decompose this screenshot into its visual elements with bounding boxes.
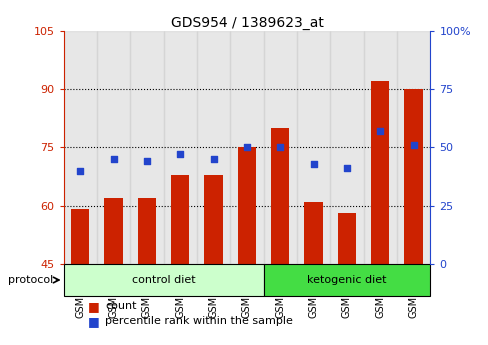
Bar [296,31,329,264]
Bar [204,175,223,264]
Bar [396,31,429,264]
Bar [337,213,355,264]
Bar [329,31,363,264]
Point [343,166,350,171]
Point [176,151,184,157]
Text: protocol: protocol [8,275,54,285]
Text: percentile rank within the sample: percentile rank within the sample [105,316,292,326]
Bar [370,81,388,264]
Bar [71,209,89,264]
Bar [263,264,429,296]
Bar [63,264,263,296]
Bar [63,31,97,264]
Point [243,145,250,150]
Point [276,145,284,150]
Title: GDS954 / 1389623_at: GDS954 / 1389623_at [170,16,323,30]
Text: ketogenic diet: ketogenic diet [306,275,386,285]
Bar [97,31,130,264]
Point [209,156,217,162]
Bar [363,31,396,264]
Point [109,156,117,162]
Bar [230,31,263,264]
Text: ■: ■ [88,315,100,328]
Bar [197,31,230,264]
Point [376,128,384,134]
Bar [304,202,322,264]
Point [142,159,150,164]
Text: count: count [105,301,136,311]
Point [309,161,317,166]
Bar [138,198,156,264]
Text: control diet: control diet [131,275,195,285]
Text: ■: ■ [88,299,100,313]
Bar [263,31,296,264]
Bar [130,31,163,264]
Bar [404,89,422,264]
Bar [163,31,197,264]
Bar [270,128,289,264]
Point [409,142,417,148]
Bar [171,175,189,264]
Bar [104,198,122,264]
Bar [237,147,256,264]
Point [76,168,84,174]
